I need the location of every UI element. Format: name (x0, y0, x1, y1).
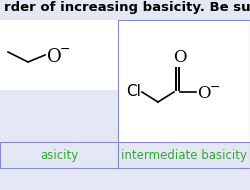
Bar (0, 20, 118, 90)
Text: rder of increasing basicity. Be sure t: rder of increasing basicity. Be sure t (4, 1, 250, 13)
Text: −: − (60, 43, 70, 55)
Bar (118, 142, 250, 168)
Text: Cl: Cl (126, 85, 141, 100)
Text: O: O (47, 48, 62, 66)
Bar (0, 142, 118, 168)
Text: O: O (197, 86, 210, 102)
Text: −: − (210, 81, 220, 93)
Text: asicity: asicity (40, 149, 78, 162)
Text: intermediate basicity: intermediate basicity (121, 149, 247, 162)
Bar (118, 20, 250, 150)
Text: O: O (173, 49, 186, 66)
